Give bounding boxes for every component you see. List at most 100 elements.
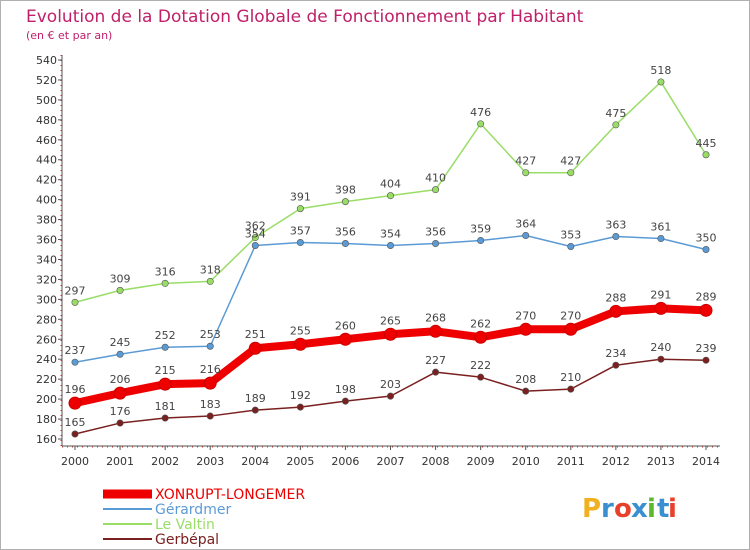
data-label: 260 bbox=[335, 319, 356, 332]
data-label: 288 bbox=[605, 291, 626, 304]
y-tick-label: 540 bbox=[36, 54, 57, 67]
x-tick-label: 2013 bbox=[647, 455, 675, 468]
data-label: 354 bbox=[245, 228, 266, 241]
x-tick-label: 2001 bbox=[106, 455, 134, 468]
data-label: 404 bbox=[380, 178, 401, 191]
logo-letter: i bbox=[668, 494, 677, 524]
data-point bbox=[522, 387, 530, 395]
data-point bbox=[522, 232, 530, 240]
chart-subtitle: (en € et par an) bbox=[26, 29, 112, 42]
data-point bbox=[564, 322, 578, 336]
data-point bbox=[158, 377, 172, 391]
data-label: 289 bbox=[696, 290, 717, 303]
x-tick-label: 2014 bbox=[692, 455, 720, 468]
data-label: 398 bbox=[335, 184, 356, 197]
data-point bbox=[206, 342, 214, 350]
legend-label: Le Valtin bbox=[155, 517, 215, 533]
y-tick-label: 480 bbox=[36, 114, 57, 127]
y-tick-label: 260 bbox=[36, 333, 57, 346]
data-label: 297 bbox=[65, 284, 86, 297]
data-point bbox=[338, 332, 352, 346]
data-label: 353 bbox=[560, 229, 581, 242]
data-point bbox=[477, 373, 485, 381]
data-label: 318 bbox=[200, 263, 221, 276]
data-point bbox=[386, 392, 394, 400]
data-label: 253 bbox=[200, 328, 221, 341]
x-tick-label: 2009 bbox=[467, 455, 495, 468]
data-label: 270 bbox=[515, 309, 536, 322]
data-label: 227 bbox=[425, 354, 446, 367]
x-tick-label: 2000 bbox=[61, 455, 89, 468]
data-label: 215 bbox=[155, 364, 176, 377]
data-point bbox=[657, 78, 665, 86]
x-tick-label: 2004 bbox=[241, 455, 269, 468]
data-label: 427 bbox=[515, 155, 536, 168]
y-tick-label: 180 bbox=[36, 413, 57, 426]
y-tick-label: 440 bbox=[36, 154, 57, 167]
legend-label: Gerbépal bbox=[155, 532, 219, 548]
logo-letter: o bbox=[614, 494, 632, 524]
data-point bbox=[522, 169, 530, 177]
data-label: 475 bbox=[605, 107, 626, 120]
data-point bbox=[296, 239, 304, 247]
data-point bbox=[71, 430, 79, 438]
data-label: 350 bbox=[696, 232, 717, 245]
data-point bbox=[429, 324, 443, 338]
data-label: 216 bbox=[200, 363, 221, 376]
data-point bbox=[702, 356, 710, 364]
y-tick-label: 400 bbox=[36, 194, 57, 207]
data-point bbox=[432, 186, 440, 194]
data-label: 198 bbox=[335, 383, 356, 396]
data-point bbox=[612, 233, 620, 241]
data-label: 309 bbox=[110, 272, 131, 285]
data-point bbox=[161, 279, 169, 287]
data-label: 410 bbox=[425, 172, 446, 185]
data-point bbox=[432, 368, 440, 376]
x-tick-label: 2011 bbox=[557, 455, 585, 468]
data-point bbox=[567, 385, 575, 393]
data-label: 237 bbox=[65, 344, 86, 357]
x-tick-label: 2010 bbox=[512, 455, 540, 468]
data-point bbox=[567, 169, 575, 177]
y-tick-label: 200 bbox=[36, 393, 57, 406]
data-point bbox=[113, 386, 127, 400]
data-point bbox=[519, 322, 533, 336]
logo-letter: t bbox=[657, 494, 669, 524]
x-tick-label: 2002 bbox=[151, 455, 179, 468]
data-point bbox=[248, 341, 262, 355]
data-label: 181 bbox=[155, 400, 176, 413]
data-label: 196 bbox=[65, 383, 86, 396]
series-layer bbox=[68, 78, 713, 438]
data-point bbox=[341, 198, 349, 206]
x-tick-label: 2005 bbox=[286, 455, 314, 468]
data-point bbox=[477, 237, 485, 245]
y-tick-label: 360 bbox=[36, 234, 57, 247]
data-point bbox=[206, 277, 214, 285]
logo-letter: i bbox=[647, 494, 656, 524]
y-tick-label: 160 bbox=[36, 433, 57, 446]
data-point bbox=[609, 304, 623, 318]
y-tick-label: 520 bbox=[36, 74, 57, 87]
x-tick-label: 2008 bbox=[422, 455, 450, 468]
data-point bbox=[612, 361, 620, 369]
data-label: 189 bbox=[245, 392, 266, 405]
y-tick-label: 500 bbox=[36, 94, 57, 107]
data-label: 445 bbox=[696, 137, 717, 150]
data-label: 252 bbox=[155, 329, 176, 342]
data-point bbox=[251, 406, 259, 414]
x-tick-label: 2012 bbox=[602, 455, 630, 468]
chart-title: Evolution de la Dotation Globale de Fonc… bbox=[26, 7, 584, 27]
data-point bbox=[657, 355, 665, 363]
data-label: 363 bbox=[605, 219, 626, 232]
data-label: 176 bbox=[110, 405, 131, 418]
data-point bbox=[68, 396, 82, 410]
x-tick-label: 2003 bbox=[196, 455, 224, 468]
data-point bbox=[657, 235, 665, 243]
data-point bbox=[251, 234, 259, 242]
data-label: 518 bbox=[650, 64, 671, 77]
legend-label: Gérardmer bbox=[155, 502, 231, 518]
data-label: 427 bbox=[560, 155, 581, 168]
y-tick-label: 280 bbox=[36, 313, 57, 326]
